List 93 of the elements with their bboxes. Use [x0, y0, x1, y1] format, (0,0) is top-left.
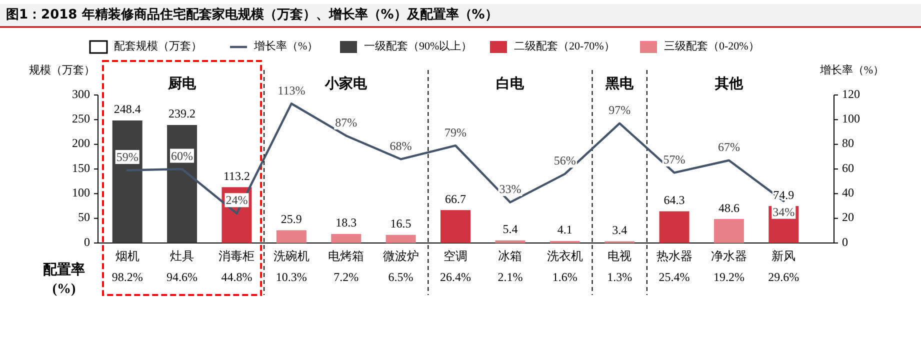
x-tick-label: 冰箱: [498, 248, 522, 263]
text: 98.2%: [112, 270, 143, 284]
y-tick-label: 50: [78, 210, 90, 224]
text: 29.6%: [768, 270, 800, 284]
legend-label: 增长率（%）: [253, 40, 318, 53]
bar: [495, 240, 526, 243]
text: 10.3%: [276, 270, 307, 284]
x-tick-label: 净水器: [710, 248, 747, 263]
legend-label: 三级配套（0-20%）: [664, 40, 760, 53]
y2-tick-label: 40: [842, 185, 854, 200]
x-tick-label: 电烤箱: [328, 248, 364, 263]
data-label: 59%: [116, 150, 138, 164]
data-label: 5.4: [502, 222, 518, 236]
legend-bar: 三级配套（0-20%）: [640, 40, 760, 53]
data-label: 68%: [390, 138, 412, 153]
y2-tick-label: 0: [842, 234, 848, 249]
x-tick-label: 空调: [444, 248, 468, 263]
text: 厨电: [167, 76, 198, 92]
data-label: 48.6: [718, 200, 740, 215]
y2-tick-label: 120: [842, 86, 860, 101]
y-tick-label: 0: [84, 234, 90, 249]
text: 7.2%: [334, 270, 359, 284]
x-tick-label: 新风: [772, 248, 796, 263]
data-label: 56%: [554, 154, 576, 168]
text: 2.1%: [498, 270, 523, 284]
y-axis-title: 规模（万套）: [29, 64, 95, 77]
x-tick-label: 微波炉: [382, 248, 419, 263]
data-label: 66.7: [445, 192, 466, 206]
y-tick-label: 250: [72, 111, 90, 126]
bar: [112, 120, 142, 243]
x-tick-label: 消毒柜: [218, 248, 255, 263]
bar: [714, 219, 744, 243]
data-label: 113%: [278, 83, 306, 98]
x-tick-label: 电视: [608, 248, 632, 263]
bar: [167, 124, 198, 243]
data-label: 79%: [444, 125, 466, 140]
text: 25.4%: [658, 270, 690, 284]
y-tick-label: 100: [72, 185, 90, 200]
data-label: 113.2: [223, 168, 250, 183]
legend-bar: 二级配套（20-70%）: [490, 40, 615, 53]
data-label: 248.4: [114, 102, 141, 116]
legend-title: 配套规模（万套）: [114, 40, 202, 53]
legend-bar: 一级配套（90%以上）: [340, 40, 472, 53]
legend-line: 增长率（%）: [230, 40, 318, 53]
bar: [659, 211, 690, 243]
text: 黑电: [604, 76, 635, 92]
text: 6.5%: [388, 270, 414, 284]
text: 19.2%: [713, 270, 744, 284]
y2-tick-label: 80: [842, 136, 854, 150]
legend-label: 一级配套（90%以上）: [364, 40, 472, 53]
y-tick-label: 150: [72, 160, 90, 175]
text: 白电: [496, 76, 526, 92]
text: 1.6%: [552, 270, 578, 284]
legend-title: 配套规模（万套）: [89, 40, 202, 54]
y-tick-label: 300: [72, 86, 90, 101]
text: 其他: [714, 76, 744, 92]
text: 94.6%: [166, 270, 198, 284]
text: 1.3%: [607, 270, 632, 284]
legend-label: 二级配套（20-70%）: [514, 40, 615, 53]
text: 小家电: [324, 75, 368, 92]
data-label: 87%: [335, 115, 358, 130]
data-label: 18.3: [336, 216, 357, 230]
data-label: 67%: [718, 140, 740, 154]
y2-axis-title: 增长率（%）: [818, 64, 884, 77]
data-label: 239.2: [168, 106, 196, 121]
x-tick-label: 热水器: [656, 248, 692, 263]
data-label: 57%: [663, 152, 686, 166]
data-label: 3.4: [612, 223, 628, 238]
y2-tick-label: 100: [842, 111, 860, 126]
y-tick-label: 200: [72, 136, 90, 150]
text: 配置率 (%): [43, 261, 85, 298]
data-label: 60%: [171, 148, 194, 163]
x-tick-label: 洗碗机: [273, 248, 310, 263]
text: 44.8%: [221, 270, 252, 284]
text: 26.4%: [440, 270, 471, 284]
data-label: 34%: [772, 204, 795, 219]
data-label: 4.1: [557, 222, 572, 237]
data-label: 33%: [499, 182, 522, 196]
bar: [331, 234, 362, 243]
bar: [276, 230, 306, 243]
x-tick-label: 洗衣机: [546, 248, 583, 263]
x-tick-label: 烟机: [115, 248, 140, 263]
data-label: 25.9: [280, 212, 302, 226]
data-label: 97%: [608, 103, 631, 118]
y2-tick-label: 60: [842, 160, 854, 175]
data-label: 64.3: [664, 193, 685, 208]
bar: [440, 210, 470, 243]
chart-title: 图1：2018 年精装修商品住宅配套家电规模（万套）、增长率（%）及配置率（%）: [6, 6, 498, 23]
y2-tick-label: 20: [842, 210, 854, 224]
x-tick-label: 灶具: [170, 248, 194, 263]
data-label: 16.5: [390, 216, 412, 231]
bar: [386, 234, 416, 243]
data-label: 24%: [226, 193, 248, 208]
